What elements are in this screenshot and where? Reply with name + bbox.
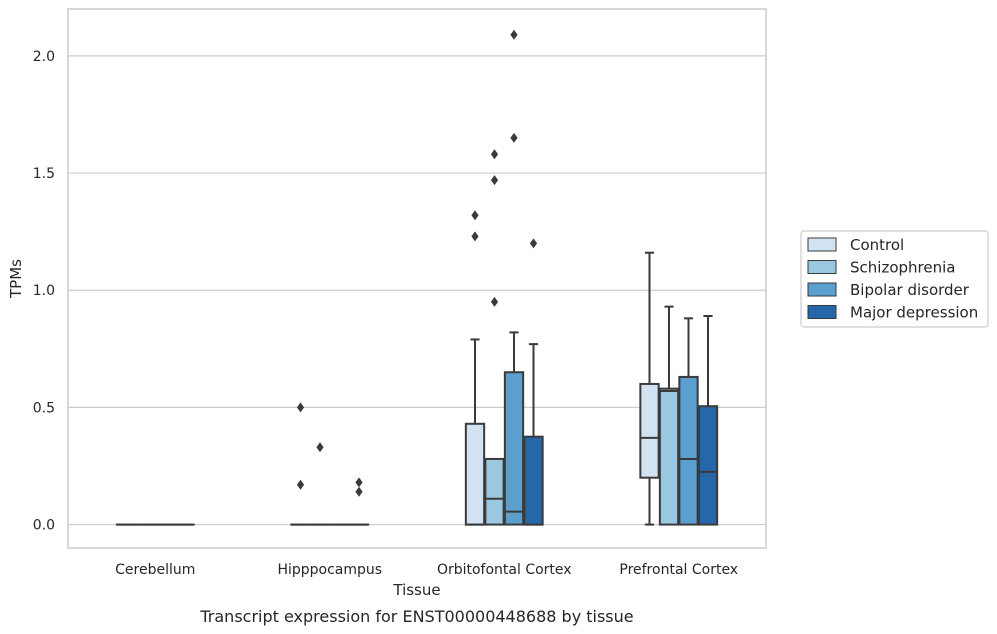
outlier-point xyxy=(529,238,538,249)
outlier-point xyxy=(510,132,518,143)
legend-swatch xyxy=(807,237,837,252)
legend-label: Schizophrenia xyxy=(850,259,955,277)
box-orbitofontal-cortex-bipolar-disorder xyxy=(503,29,525,526)
legend-swatch xyxy=(807,260,837,274)
legend-frame xyxy=(800,230,989,328)
box-body xyxy=(697,405,719,526)
legend-swatch xyxy=(807,305,837,319)
box-orbitofontal-cortex-control xyxy=(464,210,486,526)
legend-label: Bipolar disorder xyxy=(850,281,970,299)
x-tick-label: Cerebellum xyxy=(115,562,195,578)
outlier-point xyxy=(471,231,479,242)
box-body xyxy=(678,375,699,526)
legend: Control Schizophrenia Bipolar disorder Majo… xyxy=(800,230,989,328)
legend-label: Control xyxy=(850,236,904,254)
y-tick-label: 0.5 xyxy=(33,400,55,416)
box-hipppocampus-major-depression xyxy=(348,477,370,526)
outlier-point xyxy=(490,296,499,307)
outlier-point xyxy=(490,175,499,186)
outlier-point xyxy=(296,402,305,413)
box-body xyxy=(523,435,544,526)
y-tick-label: 2.0 xyxy=(33,49,55,65)
outlier-point xyxy=(296,479,305,490)
box-plot-area xyxy=(115,29,719,526)
box-prefrontal-cortex-major-depression xyxy=(697,314,719,526)
box-body xyxy=(639,382,660,479)
chart-caption: Transcript expression for ENST0000044868… xyxy=(199,607,633,626)
box-prefrontal-cortex-bipolar-disorder xyxy=(678,317,699,526)
box-body xyxy=(464,422,486,526)
outlier-point xyxy=(510,29,518,40)
x-tick-label: Orbitofontal Cortex xyxy=(437,562,572,578)
y-axis-ticks: 0.0 0.5 1.0 1.5 2.0 xyxy=(33,49,55,534)
outlier-point xyxy=(490,149,499,160)
box-body xyxy=(484,457,505,526)
plot-frame xyxy=(67,8,767,549)
box-prefrontal-cortex-schizophrenia xyxy=(658,305,680,526)
outlier-point xyxy=(355,486,363,497)
x-axis-ticks: Cerebellum Hipppocampus Orbitofontal Corte… xyxy=(115,562,738,578)
y-tick-label: 1.5 xyxy=(33,166,55,182)
legend-swatch xyxy=(807,282,837,297)
x-tick-label: Hipppocampus xyxy=(277,562,382,578)
y-tick-label: 1.0 xyxy=(33,283,55,299)
outlier-point xyxy=(355,477,363,488)
legend-label: Major depression xyxy=(850,304,978,322)
y-axis-title: TPMs xyxy=(7,259,25,299)
outlier-point xyxy=(471,210,479,221)
box-hipppocampus-schizophrenia xyxy=(309,442,331,526)
x-axis-title: Tissue xyxy=(392,581,440,599)
box-body xyxy=(503,371,525,526)
y-tick-label: 0.0 xyxy=(33,518,55,534)
box-hipppocampus-control xyxy=(290,402,311,526)
outlier-point xyxy=(316,442,324,453)
box-prefrontal-cortex-control xyxy=(639,251,660,526)
x-tick-label: Prefrontal Cortex xyxy=(619,562,738,578)
box-orbitofontal-cortex-schizophrenia xyxy=(484,149,505,526)
box-body xyxy=(658,387,680,526)
box-orbitofontal-cortex-major-depression xyxy=(523,238,544,526)
